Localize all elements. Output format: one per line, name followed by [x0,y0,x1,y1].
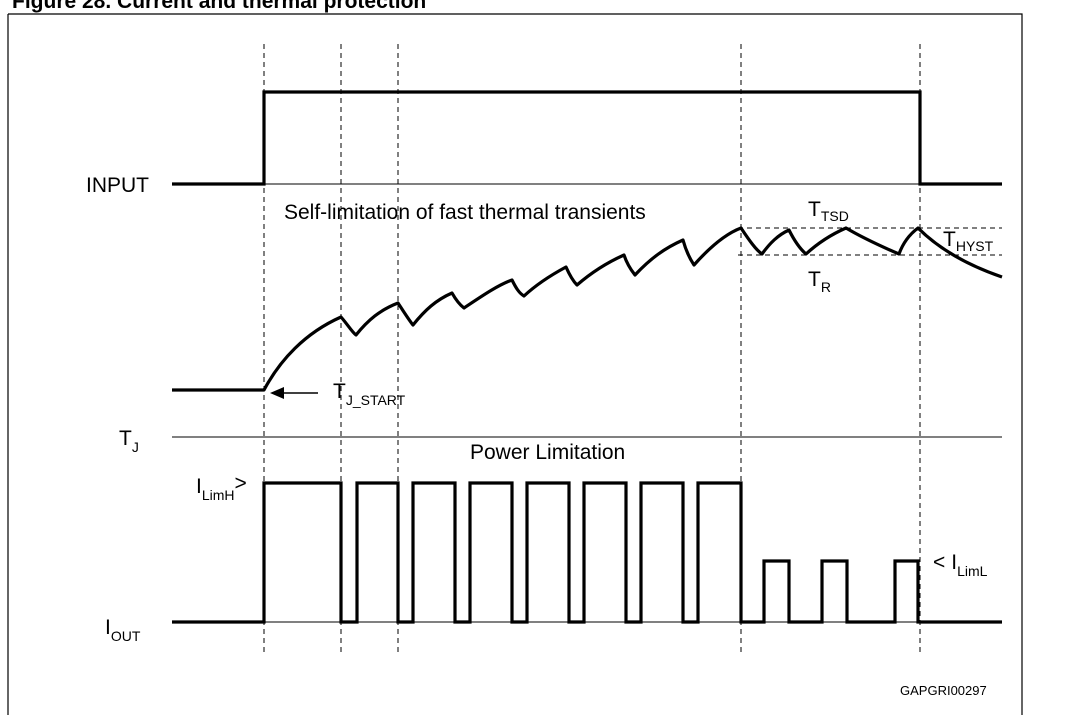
ttsd-label: TTSD [808,198,849,224]
iout-label: IOUT [105,616,141,644]
frame-border [7,13,1023,715]
ilimh-label: ILimH> [196,472,247,503]
threshold-lines [738,227,1002,256]
figure-code: GAPGRI00297 [900,683,987,698]
tj-start-arrow [270,387,318,399]
thyst-label: THYST [943,228,994,254]
tj-start-label: TJ_START [333,380,406,408]
figure-header: Figure 28. Current and thermal protectio… [12,0,426,13]
self-limitation-label: Self-limitation of fast thermal transien… [284,201,646,224]
tr-label: TR [808,268,831,295]
iout-waveform [172,481,1002,624]
tj-label: TJ [119,427,139,455]
iliml-label: < ILimL [933,551,988,579]
input-waveform [172,90,1002,186]
input-label: INPUT [86,174,149,197]
tj-waveform [172,226,1003,392]
power-limitation-label: Power Limitation [470,441,625,464]
